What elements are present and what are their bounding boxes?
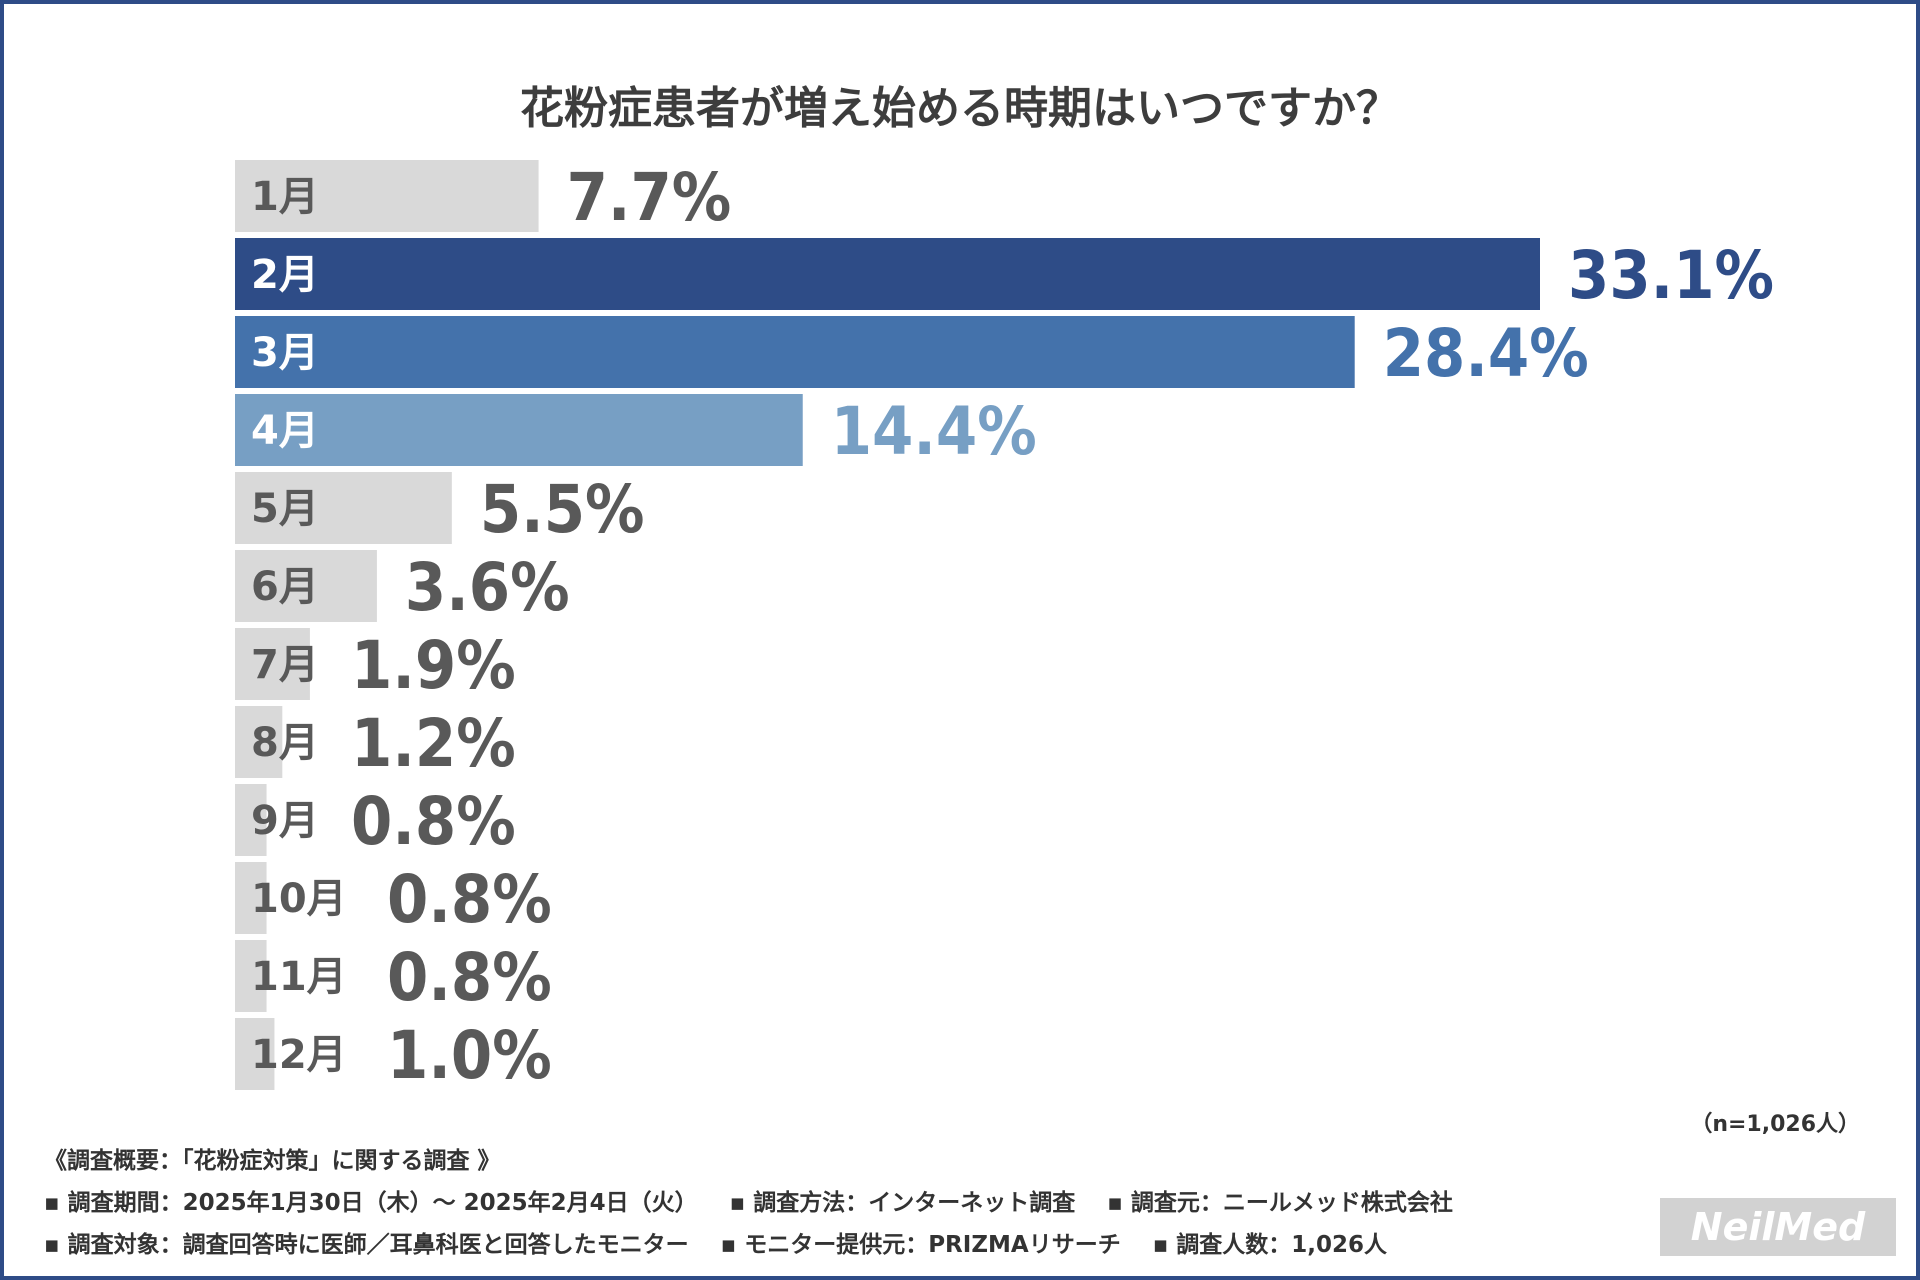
value-label-2: 33.1% <box>1568 237 1774 314</box>
survey-count: ▪ 調査人数：1,026人 <box>1152 1232 1388 1258</box>
category-label-9: 9月 <box>251 798 319 844</box>
bar-10 <box>235 862 267 934</box>
bar-2 <box>235 238 1540 310</box>
value-label-1: 7.7% <box>567 159 732 236</box>
survey-line-2: ▪ 調査対象：調査回答時に医師／耳鼻科医と回答したモニター ▪ モニター提供元：P… <box>44 1224 1485 1266</box>
bar-1 <box>235 160 539 232</box>
value-label-12: 1.0% <box>387 1017 552 1094</box>
sample-size: （n=1,026人） <box>1690 1112 1860 1137</box>
survey-period: ▪ 調査期間：2025年1月30日（木）～ 2025年2月4日（火） <box>44 1190 698 1216</box>
chart-title: 花粉症患者が増え始める時期はいつですか？ <box>520 83 1400 134</box>
bar-12 <box>235 1018 275 1090</box>
survey-title: 《調査概要：「花粉症対策」に関する調査 》 <box>44 1148 501 1174</box>
value-label-10: 0.8% <box>387 861 552 938</box>
survey-notes: 《調査概要：「花粉症対策」に関する調査 》 ▪ 調査期間：2025年1月30日（… <box>44 1140 1485 1266</box>
category-label-3: 3月 <box>251 330 319 376</box>
survey-method: ▪ 調査方法：インターネット調査 <box>729 1190 1076 1216</box>
value-label-6: 3.6% <box>405 549 570 626</box>
survey-organizer: ▪ 調査元：ニールメッド株式会社 <box>1107 1190 1453 1216</box>
category-label-6: 6月 <box>251 564 319 610</box>
bar-6 <box>235 550 377 622</box>
value-label-7: 1.9% <box>351 627 516 704</box>
bar-3 <box>235 316 1355 388</box>
bar-8 <box>235 706 283 778</box>
category-label-5: 5月 <box>251 486 319 532</box>
value-label-8: 1.2% <box>351 705 516 782</box>
category-label-8: 8月 <box>251 720 319 766</box>
bar-11 <box>235 940 267 1012</box>
survey-line-1: ▪ 調査期間：2025年1月30日（木）～ 2025年2月4日（火） ▪ 調査方法… <box>44 1182 1485 1224</box>
bar-9 <box>235 784 267 856</box>
value-label-11: 0.8% <box>387 939 552 1016</box>
bar-4 <box>235 394 803 466</box>
bar-5 <box>235 472 452 544</box>
value-label-5: 5.5% <box>480 471 645 548</box>
category-label-4: 4月 <box>251 408 319 454</box>
survey-target: ▪ 調査対象：調査回答時に医師／耳鼻科医と回答したモニター <box>44 1232 689 1258</box>
category-label-7: 7月 <box>251 642 319 688</box>
value-label-3: 28.4% <box>1383 315 1589 392</box>
survey-provider: ▪ モニター提供元：PRIZMAリサーチ <box>720 1232 1121 1258</box>
value-label-4: 14.4% <box>831 393 1037 470</box>
value-label-9: 0.8% <box>351 783 516 860</box>
category-label-10: 10月 <box>251 876 347 922</box>
category-label-1: 1月 <box>251 174 319 220</box>
category-label-12: 12月 <box>251 1032 347 1078</box>
neilmed-logo: NeilMed <box>1660 1198 1896 1256</box>
category-label-2: 2月 <box>251 252 319 298</box>
category-label-11: 11月 <box>251 954 347 1000</box>
bar-7 <box>235 628 310 700</box>
